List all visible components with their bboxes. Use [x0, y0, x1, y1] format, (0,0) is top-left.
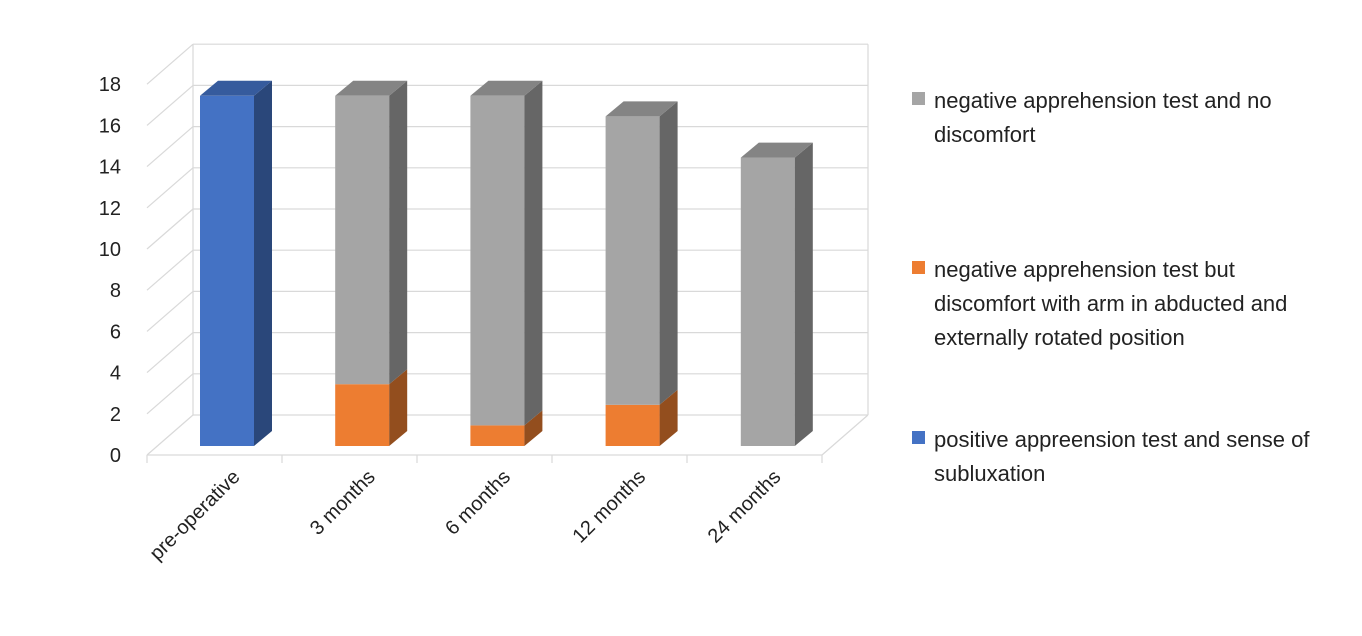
- gridline-side: [146, 43, 194, 85]
- bar-front-face: [200, 95, 254, 447]
- y-tick-label: 0: [110, 445, 121, 467]
- bar-top-face: [335, 80, 408, 96]
- chart-walls: [192, 44, 869, 456]
- x-category-label: pre-operative: [146, 466, 245, 565]
- legend-item-discomfort: negative apprehension test but discomfor…: [912, 253, 1324, 355]
- x-category-label: 6 months: [441, 466, 515, 540]
- bar-side-face: [794, 142, 813, 446]
- bar-top-face: [470, 80, 543, 96]
- legend-label-no-discomfort: negative apprehension test and no discom…: [934, 88, 1272, 147]
- bar-side-face: [389, 369, 408, 446]
- gridline-side: [146, 290, 194, 332]
- bar-side-face: [389, 80, 408, 385]
- x-category-label: 12 months: [569, 466, 651, 548]
- gridline-side: [146, 249, 194, 291]
- y-tick-label: 16: [99, 115, 121, 137]
- legend-item-positive: positive appreension test and sense of s…: [912, 423, 1324, 491]
- gridline-side: [146, 332, 194, 374]
- y-tick-label: 6: [110, 321, 121, 343]
- y-axis-tick-labels: 0 2 4 6 8 10 12 14 16 18: [99, 74, 121, 467]
- axes: [146, 454, 823, 463]
- legend-swatch-discomfort: [912, 261, 925, 274]
- gridline-side: [146, 167, 194, 209]
- bar-segment: [200, 80, 272, 447]
- bar-top-face: [200, 80, 272, 96]
- bar-side-face: [659, 389, 678, 446]
- gridline-side: [146, 126, 194, 168]
- bar-segment: [335, 369, 408, 446]
- bar-front-face: [605, 404, 660, 446]
- bar-front-face: [470, 95, 525, 426]
- gridline-side: [146, 373, 194, 415]
- bar-top-face: [740, 142, 813, 158]
- gridline-side: [146, 208, 194, 250]
- y-tick-label: 4: [110, 363, 121, 385]
- gridline-side: [146, 84, 194, 126]
- bar-side-face: [524, 80, 543, 426]
- bar-segment: [470, 80, 543, 426]
- bar-front-face: [470, 425, 525, 446]
- bar-segment: [605, 389, 678, 446]
- y-tick-label: 2: [110, 404, 121, 426]
- legend-label-discomfort: negative apprehension test but discomfor…: [934, 257, 1288, 350]
- y-tick-label: 8: [110, 280, 121, 302]
- legend-label-positive: positive appreension test and sense of s…: [934, 427, 1310, 486]
- legend-swatch-positive: [912, 431, 925, 444]
- x-category-label: 3 months: [306, 466, 380, 540]
- bar-side-face: [659, 101, 678, 405]
- y-tick-label: 18: [99, 74, 121, 96]
- y-tick-label: 14: [99, 157, 121, 179]
- bar-front-face: [335, 384, 390, 446]
- legend-item-no-discomfort: negative apprehension test and no discom…: [912, 84, 1324, 152]
- bar-front-face: [740, 157, 795, 446]
- legend-swatch-no-discomfort: [912, 92, 925, 105]
- bar-top-face: [605, 101, 678, 117]
- y-tick-label: 12: [99, 198, 121, 220]
- bar-segment: [335, 80, 408, 385]
- bars: [200, 80, 813, 447]
- y-tick-label: 10: [99, 239, 121, 261]
- bar-segment: [740, 142, 813, 446]
- bar-segment: [470, 410, 543, 446]
- floor-right-edge: [821, 414, 869, 456]
- bar-front-face: [605, 116, 660, 405]
- bar-side-face: [254, 80, 272, 447]
- bar-side-face: [524, 410, 543, 446]
- gridline-side: [146, 414, 194, 456]
- x-axis-category-labels: pre-operative 3 months 6 months 12 months 24…: [146, 466, 786, 565]
- bar-front-face: [335, 95, 390, 385]
- bar-segment: [605, 101, 678, 405]
- x-category-label: 24 months: [704, 466, 786, 548]
